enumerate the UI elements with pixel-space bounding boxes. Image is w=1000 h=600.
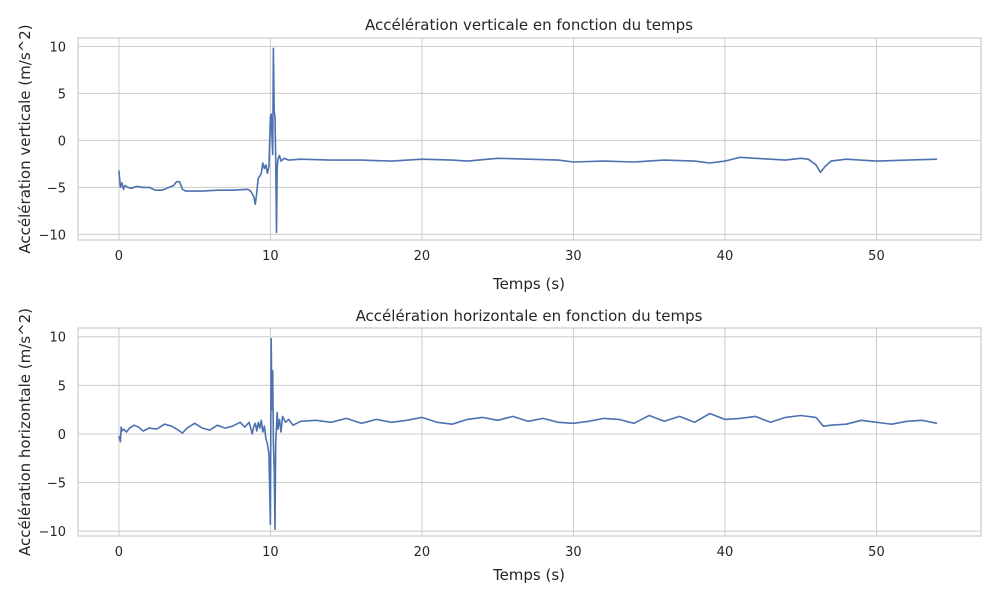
vertical-acceleration-chart: Accélération verticale en fonction du te…: [16, 16, 982, 293]
y-tick-label: 0: [58, 428, 66, 443]
grid: [78, 328, 981, 536]
series-line: [118, 47, 938, 234]
x-axis-label: Temps (s): [492, 566, 565, 584]
x-tick-labels: 0 10 20 30 40 50: [115, 249, 885, 264]
x-tick-label: 50: [868, 545, 885, 560]
y-axis-label: Accélération verticale (m/s^2): [16, 24, 34, 253]
y-tick-label: 10: [49, 40, 66, 55]
grid: [78, 38, 981, 240]
x-axis-label: Temps (s): [492, 275, 565, 293]
plot-frame: [77, 37, 982, 241]
y-tick-label: −5: [47, 477, 66, 492]
y-tick-label: −5: [47, 181, 66, 196]
x-tick-label: 30: [565, 545, 582, 560]
x-tick-label: 0: [115, 249, 123, 264]
series-lines: [118, 337, 938, 531]
chart-title: Accélération horizontale en fonction du …: [356, 307, 703, 325]
y-tick-label: 0: [58, 134, 66, 149]
y-tick-label: 10: [49, 331, 66, 346]
horizontal-acceleration-chart: Accélération horizontale en fonction du …: [16, 307, 982, 584]
x-tick-label: 20: [414, 545, 431, 560]
x-tick-label: 0: [115, 545, 123, 560]
x-tick-label: 50: [868, 249, 885, 264]
series-line: [118, 337, 938, 531]
x-tick-label: 40: [717, 545, 734, 560]
y-tick-label: −10: [39, 525, 66, 540]
plot-frame: [77, 327, 982, 537]
y-tick-labels: −10 −5 0 5 10: [39, 40, 66, 243]
x-tick-label: 30: [565, 249, 582, 264]
x-tick-label: 10: [262, 249, 279, 264]
x-tick-label: 40: [717, 249, 734, 264]
x-tick-label: 10: [262, 545, 279, 560]
x-tick-label: 20: [414, 249, 431, 264]
y-tick-labels: −10 −5 0 5 10: [39, 331, 66, 540]
y-tick-label: −10: [39, 228, 66, 243]
x-tick-labels: 0 10 20 30 40 50: [115, 545, 885, 560]
y-tick-label: 5: [58, 87, 66, 102]
chart-title: Accélération verticale en fonction du te…: [365, 16, 693, 34]
y-axis-label: Accélération horizontale (m/s^2): [16, 308, 34, 556]
series-lines: [118, 47, 938, 234]
y-tick-label: 5: [58, 379, 66, 394]
